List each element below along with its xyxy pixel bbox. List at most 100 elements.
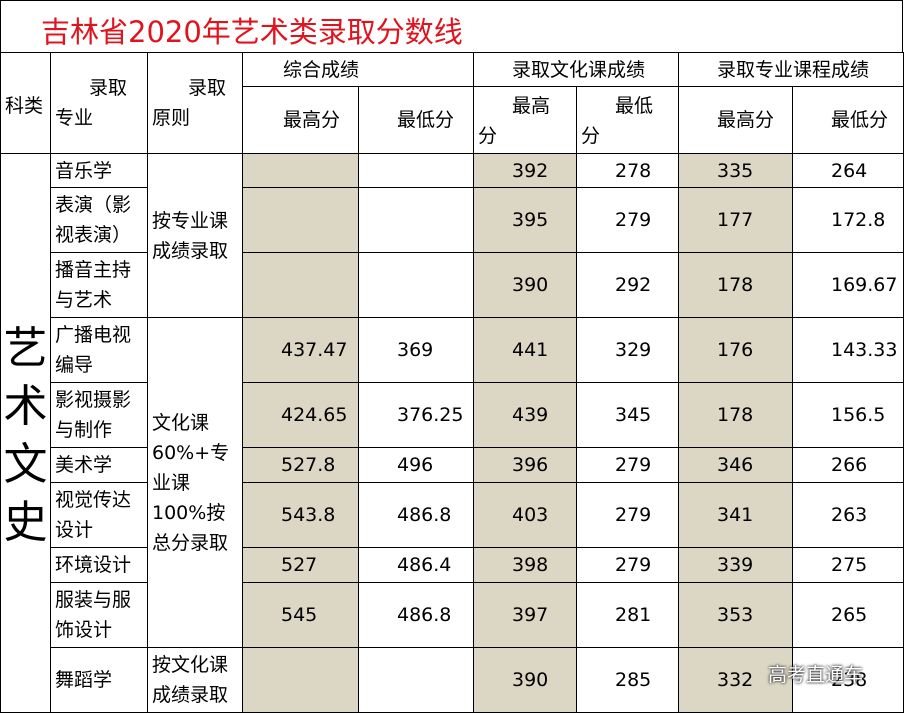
- category-char: 文: [3, 439, 48, 490]
- header-comp-max: 最高分: [242, 86, 359, 154]
- principle-line: 按文化课: [152, 654, 229, 676]
- pro-min-cell: 238: [792, 647, 904, 713]
- header-cul-max-line1: 最高: [512, 95, 551, 117]
- cul-min-cell: 281: [576, 582, 679, 648]
- header-principle-line1: 录取: [188, 77, 227, 99]
- table-row: 广播电视 编导 文化课 60%+专 业课 100%按 总分录取 437.47 3…: [1, 317, 904, 648]
- major-cell: 环境设计: [50, 547, 148, 583]
- cul-max-cell: 403: [473, 482, 577, 548]
- cul-max-cell: 390: [473, 647, 577, 713]
- pro-max-cell: 332: [678, 647, 793, 713]
- table-row: 艺 术 文 史 音乐学 按专业课 成绩录取 392 278 335 264: [0, 153, 904, 713]
- major-cell: 美术学: [50, 447, 148, 483]
- header-cul-max: 最高 分: [473, 86, 577, 154]
- table-row: 服装与服 饰设计 545 486.8 397 281 353 265: [1, 582, 904, 648]
- table-row: 表演（影 视表演） 395 279 177 172.8: [1, 187, 904, 253]
- title-bar: 吉林省2020年艺术类录取分数线: [0, 0, 903, 52]
- comp-max-cell: 424.65: [242, 382, 359, 448]
- cul-max-cell: 396: [473, 447, 577, 483]
- category-char: 艺: [3, 323, 48, 374]
- header-principle: 录取 原则: [147, 52, 243, 154]
- pro-max-cell: 341: [678, 482, 793, 548]
- header-comprehensive: 综合成绩: [242, 52, 474, 87]
- major-line: 饰设计: [55, 619, 113, 641]
- header-kelei: 科类: [0, 52, 51, 154]
- comp-max-cell: [242, 647, 359, 713]
- principle-line: 总分录取: [152, 531, 229, 554]
- cul-min-cell: 278: [576, 153, 679, 188]
- cul-max-cell: 439: [473, 382, 577, 448]
- header-culture: 录取文化课成绩: [473, 52, 679, 87]
- comp-max-cell: 527.8: [242, 447, 359, 483]
- comp-max-cell: 543.8: [242, 482, 359, 548]
- major-line: 视觉传达: [55, 489, 132, 511]
- principle-line: 按专业课: [152, 209, 229, 232]
- pro-max-cell: 339: [678, 547, 793, 583]
- comp-min-cell: 369: [358, 317, 474, 383]
- header-major: 录取 专业: [50, 52, 148, 154]
- pro-max-cell: 346: [678, 447, 793, 483]
- major-line: 设计: [55, 519, 94, 541]
- table-row: 环境设计 527 486.4 398 279 339 275: [1, 547, 904, 583]
- header-professional: 录取专业课程成绩: [678, 52, 904, 87]
- header-major-line2: 专业: [55, 107, 94, 129]
- header-cul-min-line2: 分: [581, 125, 601, 147]
- cul-max-cell: 397: [473, 582, 577, 648]
- comp-max-cell: [242, 187, 359, 253]
- pro-min-cell: 263: [792, 482, 904, 548]
- table-row: 视觉传达 设计 543.8 486.8 403 279 341 263: [1, 482, 904, 548]
- table-row: 美术学 527.8 496 396 279 346 266: [1, 447, 904, 483]
- comp-min-cell: 376.25: [358, 382, 474, 448]
- pro-min-cell: 143.33: [792, 317, 904, 383]
- pro-min-cell: 266: [792, 447, 904, 483]
- major-line: 编导: [55, 354, 94, 376]
- table-row: 播音主持 与艺术 390 292 178 169.67: [1, 252, 904, 318]
- cul-min-cell: 292: [576, 252, 679, 318]
- table-row: 影视摄影 与制作 424.65 376.25 439 345 178 156.5: [1, 382, 904, 448]
- principle-cell: 文化课 60%+专 业课 100%按 总分录取: [147, 317, 243, 648]
- comp-max-cell: 527: [242, 547, 359, 583]
- comp-min-cell: 486.4: [358, 547, 474, 583]
- pro-min-cell: 169.67: [792, 252, 904, 318]
- cul-max-cell: 395: [473, 187, 577, 253]
- category-cell: 艺 术 文 史: [0, 153, 51, 713]
- header-cul-min: 最低 分: [576, 86, 679, 154]
- header-pro-max: 最高分: [678, 86, 793, 154]
- major-cell: 播音主持 与艺术: [50, 252, 148, 318]
- major-cell: 影视摄影 与制作: [50, 382, 148, 448]
- cul-max-cell: 392: [473, 153, 577, 188]
- major-line: 视表演）: [55, 224, 132, 246]
- principle-line: 业课: [152, 471, 191, 494]
- category-char: 史: [3, 497, 48, 548]
- major-cell: 服装与服 饰设计: [50, 582, 148, 648]
- header-principle-line2: 原则: [152, 107, 191, 129]
- comp-min-cell: 486.8: [358, 482, 474, 548]
- cul-min-cell: 329: [576, 317, 679, 383]
- comp-max-cell: 437.47: [242, 317, 359, 383]
- cul-min-cell: 285: [576, 647, 679, 713]
- comp-max-cell: [242, 153, 359, 188]
- major-cell: 音乐学: [50, 153, 148, 188]
- comp-min-cell: 486.8: [358, 582, 474, 648]
- major-line: 播音主持: [55, 259, 132, 281]
- major-line: 与制作: [55, 419, 113, 441]
- major-cell: 舞蹈学: [50, 647, 148, 713]
- major-cell: 广播电视 编导: [50, 317, 148, 383]
- pro-min-cell: 264: [792, 153, 904, 188]
- pro-min-cell: 265: [792, 582, 904, 648]
- cul-min-cell: 279: [576, 547, 679, 583]
- admission-score-table: 科类 录取 专业 录取 原则 综合成绩 录取文化课成绩 录取专业课程成绩 最高分…: [0, 52, 904, 713]
- major-line: 广播电视: [55, 324, 132, 346]
- comp-min-cell: 496: [358, 447, 474, 483]
- page-title: 吉林省2020年艺术类录取分数线: [41, 15, 463, 49]
- cul-min-cell: 345: [576, 382, 679, 448]
- table-row: 舞蹈学 按文化课 成绩录取 390 285 332 238: [1, 647, 904, 713]
- header-cul-min-line1: 最低: [615, 95, 654, 117]
- pro-min-cell: 156.5: [792, 382, 904, 448]
- pro-min-cell: 172.8: [792, 187, 904, 253]
- category-char: 术: [3, 381, 48, 432]
- pro-max-cell: 353: [678, 582, 793, 648]
- watermark: 高考直通车: [768, 664, 864, 686]
- principle-cell: 按文化课 成绩录取: [147, 647, 243, 713]
- pro-max-cell: 178: [678, 382, 793, 448]
